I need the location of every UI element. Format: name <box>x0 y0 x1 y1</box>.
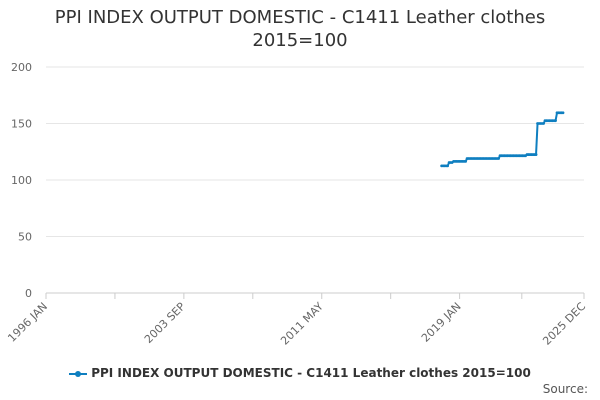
x-tick-label: 2011 MAY <box>278 300 326 348</box>
data-point <box>542 122 545 125</box>
data-point <box>554 119 557 123</box>
source-label: Source: <box>542 382 588 396</box>
x-tick-label: 2025 DEC <box>540 300 588 348</box>
chart-legend[interactable]: PPI INDEX OUTPUT DOMESTIC - C1411 Leathe… <box>0 364 600 382</box>
chart-title-line-2: 2015=100 <box>252 30 348 51</box>
y-tick-label: 100 <box>11 174 32 187</box>
y-tick-label: 50 <box>18 231 32 244</box>
y-tick-label: 0 <box>25 287 32 300</box>
legend-series-marker <box>69 370 88 377</box>
data-point <box>534 153 538 156</box>
legend-series-label: PPI INDEX OUTPUT DOMESTIC - C1411 Leathe… <box>91 366 531 380</box>
y-tick-label: 200 <box>11 61 32 74</box>
x-tick-label: 1996 JAN <box>5 300 50 345</box>
data-point <box>446 164 450 168</box>
x-tick-label: 2019 JAN <box>419 300 464 345</box>
data-point <box>464 159 468 163</box>
data-point <box>497 157 500 160</box>
x-tick-label: 2003 SEP <box>142 300 188 346</box>
y-tick-label: 150 <box>11 118 32 131</box>
chart-title: PPI INDEX OUTPUT DOMESTIC - C1411 Leathe… <box>0 6 600 52</box>
data-point <box>561 111 565 115</box>
chart-title-line-1: PPI INDEX OUTPUT DOMESTIC - C1411 Leathe… <box>54 7 546 28</box>
